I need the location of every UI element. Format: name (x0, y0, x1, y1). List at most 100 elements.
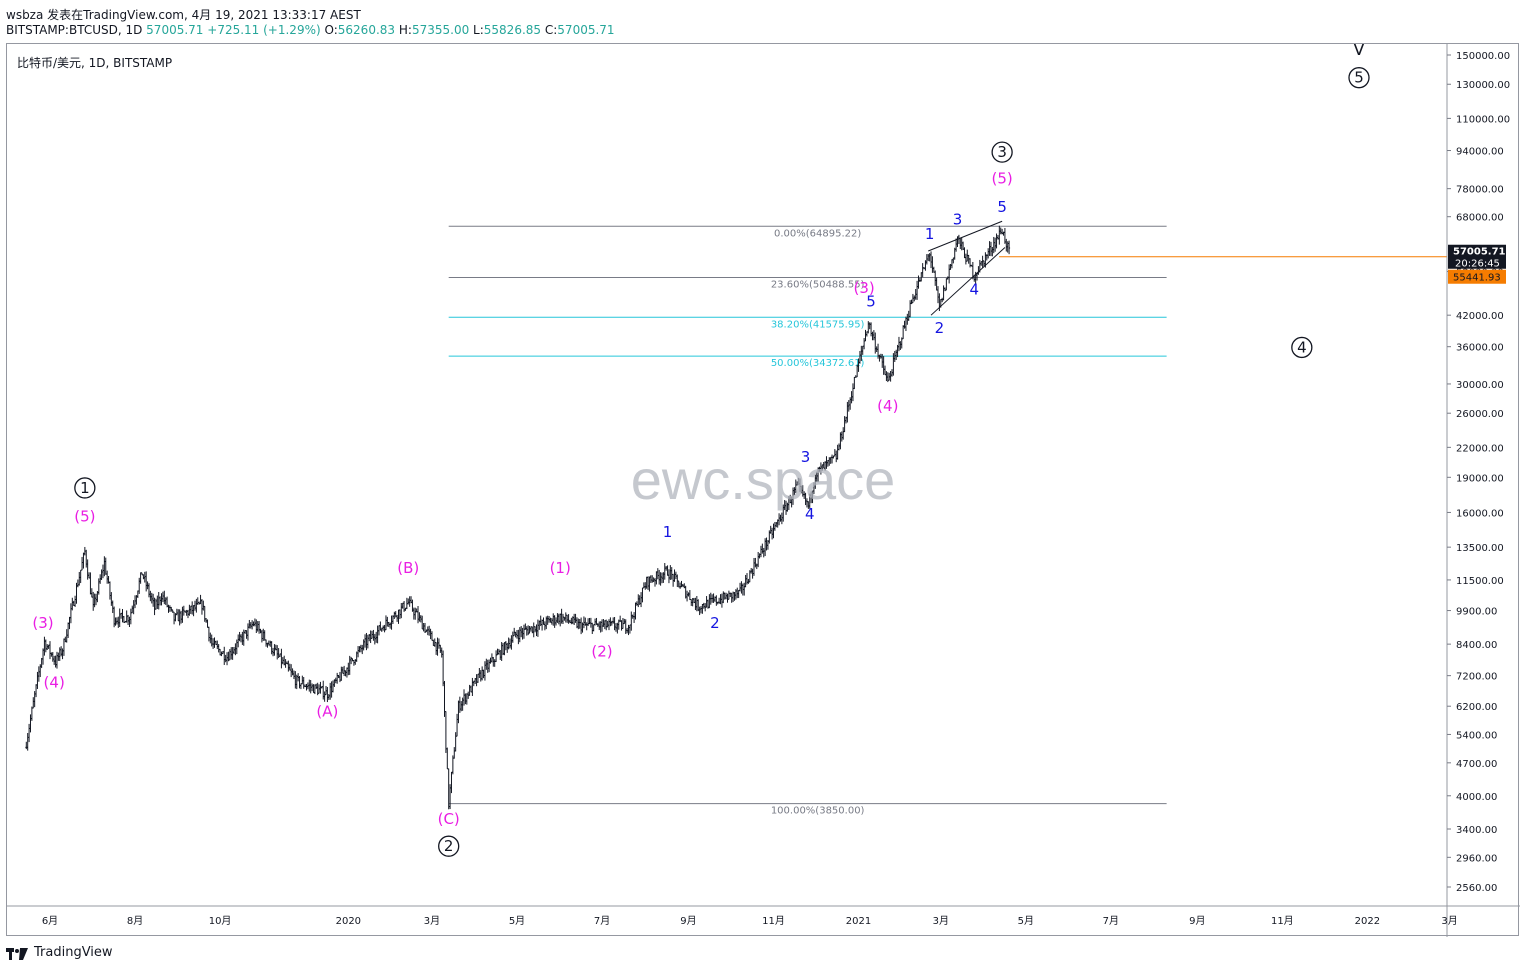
wave-label: 4 (969, 280, 979, 298)
time-axis-label: 10月 (209, 915, 232, 927)
wave-label: 5 (997, 198, 1007, 216)
open-value: 56260.83 (337, 23, 396, 37)
price-axis-label: 36000.00 (1456, 343, 1504, 354)
time-axis-label: 5月 (1018, 915, 1034, 927)
diagonal-upper-line (928, 220, 1003, 252)
fib-level-label: 0.00%(64895.22) (774, 228, 861, 239)
high-label: H: (398, 23, 412, 37)
price-axis-label: 78000.00 (1456, 185, 1504, 196)
wave-label: 5 (1354, 69, 1364, 87)
price-axis-label: 150000.00 (1456, 51, 1510, 62)
wave-label: 5 (866, 293, 876, 311)
price-axis-label: 130000.00 (1456, 80, 1510, 91)
wave-label: (A) (316, 702, 338, 720)
tradingview-footer[interactable]: TradingView (6, 945, 113, 960)
price-axis-label: 2960.00 (1456, 853, 1497, 864)
open-label: O: (324, 23, 338, 37)
chart-title: 比特币/美元, 1D, BITSTAMP (17, 55, 172, 70)
wave-label: 4 (805, 505, 815, 523)
time-axis-label: 7月 (1103, 915, 1119, 927)
tradingview-logo-icon (6, 946, 28, 960)
price-axis-label: 4000.00 (1456, 792, 1497, 803)
publish-info: wsbza 发表在TradingView.com, 4月 19, 2021 13… (6, 8, 361, 22)
price-axis-label: 19000.00 (1456, 473, 1504, 484)
wave-label: (3) (32, 614, 53, 632)
time-axis-label: 6月 (42, 915, 58, 927)
wave-label: 1 (80, 479, 90, 497)
price-axis-label: 9900.00 (1456, 607, 1497, 618)
time-axis-label: 9月 (1189, 915, 1205, 927)
price-axis-label: 4700.00 (1456, 759, 1497, 770)
price-axis-label: 16000.00 (1456, 508, 1504, 519)
wave-label: (5) (74, 508, 95, 526)
chart-frame[interactable]: 0.00%(64895.22) 23.60%(50488.55) 38.20%(41… (6, 43, 1520, 937)
price-axis-label: 7200.00 (1456, 672, 1497, 683)
price-axis-label: 2560.00 (1456, 883, 1497, 894)
wave-circle (438, 835, 460, 857)
wave-label: (C) (438, 810, 460, 828)
fib-level-label: 100.00%(3850.00) (771, 806, 865, 817)
tradingview-brand: TradingView (34, 945, 113, 960)
price-axis-label: 13500.00 (1456, 543, 1504, 554)
wave-circle (1291, 336, 1313, 359)
low-price-badge (1448, 269, 1506, 284)
time-axis-label: 8月 (127, 915, 143, 927)
time-axis-label: 2022 (1355, 916, 1380, 927)
ohlc-legend: BITSTAMP:BTCUSD, 1D 57005.71 +725.11 (+1… (6, 23, 615, 37)
wave-label: (B) (397, 559, 419, 577)
time-axis-label: 11月 (1271, 915, 1294, 927)
price-axis-label: 6200.00 (1456, 702, 1497, 713)
wave-label: 3 (801, 448, 811, 466)
time-axis-label: 11月 (762, 915, 785, 927)
wave-circle (1348, 67, 1370, 89)
wave-label: (5) (991, 169, 1012, 187)
wave-label: (3) (853, 279, 874, 297)
low-value: 55826.85 (483, 23, 542, 37)
change-label: +725.11 (+1.29%) (207, 23, 321, 37)
price-axis-label: 22000.00 (1456, 443, 1504, 454)
wave-label: 3 (997, 143, 1007, 161)
diagonal-lower-line (930, 247, 1006, 316)
time-axis-label: 3月 (424, 915, 440, 927)
price-chart[interactable]: 0.00%(64895.22) 23.60%(50488.55) 38.20%(41… (7, 44, 1520, 937)
price-axis-label: 8400.00 (1456, 640, 1497, 651)
wave-circle (74, 477, 96, 499)
close-label: C: (544, 23, 558, 37)
wave-label: (4) (44, 673, 65, 691)
price-axis-label: 11500.00 (1456, 576, 1504, 587)
price-axis-label: 42000.00 (1456, 311, 1504, 322)
price-axis-label: 26000.00 (1456, 409, 1504, 420)
price-axis-label: 68000.00 (1456, 213, 1504, 224)
price-axis-label: 110000.00 (1456, 114, 1510, 125)
time-axis-label: 5月 (509, 915, 525, 927)
low-price-label: 55441.93 (1453, 273, 1501, 284)
countdown-label: 20:26:45 (1455, 259, 1500, 270)
wave-label: 3 (953, 210, 963, 228)
last-price: 57005.71 (146, 23, 204, 37)
time-axis-label: 9月 (680, 915, 696, 927)
time-axis-label: 3月 (1441, 915, 1457, 927)
current-price-label: 57005.71 (1453, 247, 1506, 258)
time-axis-label: 7月 (594, 915, 610, 927)
high-value: 57355.00 (411, 23, 470, 37)
close-value: 57005.71 (557, 23, 615, 37)
time-axis-label: 3月 (933, 915, 949, 927)
symbol-label: BITSTAMP:BTCUSD, 1D (6, 23, 143, 37)
wave-circle (991, 141, 1013, 163)
wave-label: 1 (925, 225, 935, 243)
wave-label: (4) (877, 397, 898, 415)
price-axis-label: 5400.00 (1456, 730, 1497, 741)
fib-level-label: 23.60%(50488.55) (771, 280, 865, 291)
current-price-badge (1448, 244, 1506, 269)
price-axis-label: 94000.00 (1456, 147, 1504, 158)
wave-label: 1 (663, 523, 673, 541)
time-axis-label: 2020 (336, 916, 361, 927)
price-axis-label: 30000.00 (1456, 380, 1504, 391)
wave-label: 2 (935, 319, 945, 337)
wave-label: V (1353, 44, 1365, 60)
wave-label: (2) (591, 643, 612, 661)
price-axis-label: 3400.00 (1456, 825, 1497, 836)
time-axis-label: 2021 (846, 916, 871, 927)
wave-label: (1) (550, 559, 571, 577)
fib-level-label: 38.20%(41575.95) (771, 319, 865, 330)
